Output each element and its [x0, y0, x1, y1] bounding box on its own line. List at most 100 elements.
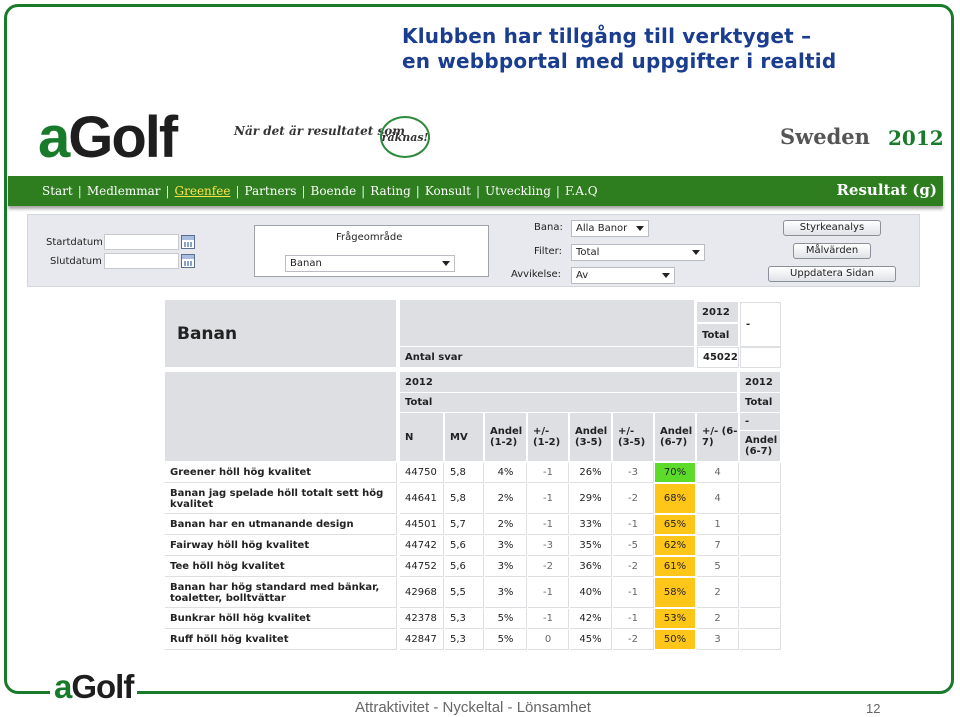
country-label: Sweden [780, 124, 870, 149]
antal-svar-value: 45022 [697, 347, 739, 368]
table-cell-mv: 5,5 [445, 578, 484, 608]
fragoomrade-label: Frågeområde [336, 232, 403, 243]
right-total: Total [740, 393, 781, 413]
top-total: Total [697, 324, 739, 347]
table-cell-d35: -2 [613, 557, 654, 577]
table-cell-n: 44641 [400, 484, 444, 514]
table-cell-d35: -1 [613, 609, 654, 629]
slide-title-line2: en webbportal med uppgifter i realtid [402, 49, 837, 73]
calendar-icon[interactable] [181, 254, 195, 268]
row-label: Banan har hög standard med bänkar, toale… [165, 578, 397, 608]
main-nav: Start | Medlemmar | Greenfee | Partners | Boende… [8, 176, 943, 206]
antal-svar-label: Antal svar [400, 347, 695, 368]
nav-item-rating[interactable]: Rating [370, 184, 411, 198]
table-cell-extra [740, 578, 781, 608]
table-cell-d67: 3 [697, 630, 739, 650]
slutdatum-label: Slutdatum [50, 256, 102, 267]
nav-separator: | [415, 184, 420, 198]
row-label: Tee höll hög kvalitet [165, 557, 397, 577]
nav-item-utveckling[interactable]: Utveckling [485, 184, 551, 198]
column-header: Andel (6-7) [655, 413, 696, 462]
column-header: MV [445, 413, 484, 462]
table-cell-a35: 42% [570, 609, 612, 629]
table-cell-n: 42968 [400, 578, 444, 608]
table-cell-n: 42847 [400, 630, 444, 650]
logo-golf: Golf [68, 105, 178, 170]
chevron-down-icon [442, 261, 450, 266]
top-dash: - [746, 319, 751, 330]
nav-separator: | [301, 184, 306, 198]
startdatum-input[interactable] [104, 234, 179, 250]
agolf-logo[interactable]: aGolf [38, 108, 218, 168]
table-cell-mv: 5,3 [445, 630, 484, 650]
table-cell-a12: 5% [485, 609, 527, 629]
slutdatum-input[interactable] [104, 253, 179, 269]
bana-select[interactable]: Alla Banor [571, 220, 649, 237]
section-title: Banan [165, 300, 397, 368]
table-cell-extra [740, 515, 781, 535]
tagline-circle: räknas! [380, 116, 430, 158]
slide-title: Klubben har tillgång till verktyget – en… [402, 24, 942, 74]
table-cell-n: 44501 [400, 515, 444, 535]
column-header: +/- (3-5) [613, 413, 654, 462]
footer-logo-a: a [54, 668, 72, 705]
nav-item-konsult[interactable]: Konsult [424, 184, 471, 198]
table-cell-d67: 4 [697, 484, 739, 514]
calendar-icon[interactable] [181, 235, 195, 249]
nav-separator: | [361, 184, 366, 198]
table-cell-a12: 3% [485, 557, 527, 577]
header-year: 2012 [888, 126, 944, 150]
avvikelse-value: Av [576, 270, 589, 281]
tagline: När det är resultatet som [234, 124, 405, 138]
nav-item-partners[interactable]: Partners [244, 184, 297, 198]
nav-item-medlemmar[interactable]: Medlemmar [86, 184, 161, 198]
column-header: N [400, 413, 444, 462]
nav-item-f-a-q[interactable]: F.A.Q [564, 184, 598, 198]
slide-title-line1: Klubben har tillgång till verktyget – [402, 24, 812, 48]
nav-item-start[interactable]: Start [42, 184, 73, 198]
table-cell-d35: -1 [613, 515, 654, 535]
table-cell-a35: 45% [570, 630, 612, 650]
table-cell-a12: 4% [485, 463, 527, 483]
top-year: 2012 [697, 302, 739, 323]
row-label: Banan har en utmanande design [165, 515, 397, 535]
table-cell-d67: 1 [697, 515, 739, 535]
styrkeanalys-button[interactable]: Styrkeanalys [783, 220, 881, 236]
filter-select[interactable]: Total [571, 244, 705, 261]
page-number: 12 [866, 701, 881, 716]
nav-separator: | [77, 184, 82, 198]
table-cell-a67: 65% [655, 515, 696, 535]
table-cell-extra [740, 609, 781, 629]
table-cell-a12: 3% [485, 578, 527, 608]
nav-item-greenfee[interactable]: Greenfee [174, 184, 231, 198]
table-cell-mv: 5,6 [445, 536, 484, 556]
row-header-blank [165, 372, 397, 462]
row-label: Ruff höll hög kvalitet [165, 630, 397, 650]
table-cell-mv: 5,7 [445, 515, 484, 535]
chevron-down-icon [662, 273, 670, 278]
table-cell-d35: -1 [613, 578, 654, 608]
startdatum-label: Startdatum [46, 237, 103, 248]
table-cell-extra [740, 484, 781, 514]
table-cell-a67: 68% [655, 484, 696, 514]
top-header-blank [400, 300, 695, 347]
table-cell-a67: 58% [655, 578, 696, 608]
malvarden-button[interactable]: Målvärden [793, 243, 871, 259]
nav-items: Start | Medlemmar | Greenfee | Partners | Boende… [42, 184, 598, 198]
avvikelse-select[interactable]: Av [571, 267, 675, 284]
uppdatera-button[interactable]: Uppdatera Sidan [768, 266, 896, 282]
table-cell-a35: 35% [570, 536, 612, 556]
table-cell-a67: 70% [655, 463, 696, 483]
nav-item-boende[interactable]: Boende [310, 184, 357, 198]
nav-resultat[interactable]: Resultat (g) [836, 181, 937, 199]
table-cell-d12: -1 [528, 609, 569, 629]
footer-agolf-logo: aGolf [50, 668, 138, 706]
table-cell-a67: 62% [655, 536, 696, 556]
right-andel: Andel (6-7) [740, 431, 781, 462]
table-cell-mv: 5,8 [445, 463, 484, 483]
column-header: Andel (1-2) [485, 413, 527, 462]
table-cell-a12: 2% [485, 515, 527, 535]
fragoomrade-select[interactable]: Banan [285, 255, 455, 272]
table-cell-mv: 5,6 [445, 557, 484, 577]
table-cell-a67: 50% [655, 630, 696, 650]
